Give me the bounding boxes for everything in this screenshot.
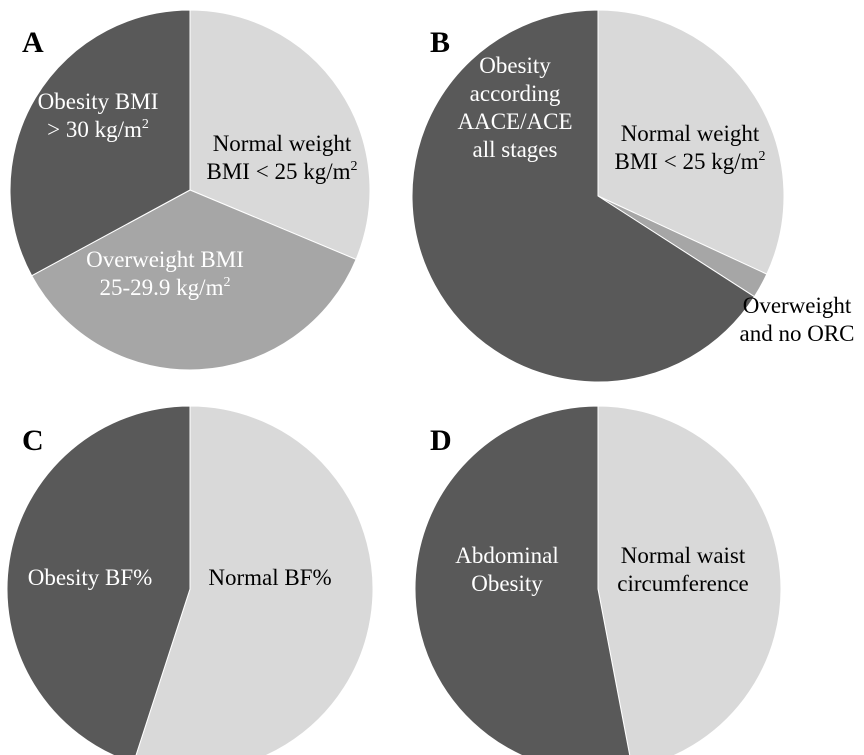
slice-label-c-1-line-0: Obesity BF%: [28, 565, 153, 590]
slice-label-d-1-line-0: Abdominal: [455, 543, 559, 568]
slice-label-a-2-line-1: > 30 kg/m2: [47, 117, 149, 143]
slice-label-a-0-line-1: BMI < 25 kg/m2: [207, 159, 358, 185]
pie-slice-c-1: [6, 405, 191, 755]
pie-panel-b: Normal weight BMI < 25 kg/m2 Overweight and…: [411, 9, 855, 383]
slice-label-a-0-line-0: Normal weight: [213, 131, 352, 156]
slice-label-b-2-line-1: according: [470, 81, 561, 106]
pie-slice-d-0: [597, 405, 782, 755]
pie-panel-c: Normal BF% Obesity BF% C: [6, 405, 374, 755]
slice-label-a-1-line-1: 25-29.9 kg/m2: [100, 275, 231, 301]
pie-slice-a-2: [9, 9, 191, 277]
slice-label-c-0-line-0: Normal BF%: [208, 565, 331, 590]
slice-label-d-0-line-0: Normal waist: [621, 543, 746, 568]
slice-label-d-0-line-1: circumference: [617, 571, 749, 596]
slice-label-b-1-line-1: and no ORC: [740, 321, 855, 346]
slice-label-b-2-line-3: all stages: [473, 137, 558, 162]
slice-label-a-1-line-0: Overweight BMI: [86, 247, 244, 272]
slice-label-d-1-line-1: Obesity: [471, 571, 543, 596]
pie-slice-c-0: [135, 405, 374, 755]
panel-letter-d: D: [430, 424, 452, 457]
pie-slice-b-2: [411, 9, 756, 383]
slice-label-b-0-line-1: BMI < 25 kg/m2: [615, 149, 766, 175]
slice-label-b-1-line-0: Overweight: [743, 293, 852, 318]
pie-panel-d: Normal waist circumference Abdominal Obesit…: [414, 405, 782, 755]
slice-label-b-0-line-0: Normal weight: [621, 121, 760, 146]
pie-slice-d-1: [414, 405, 631, 755]
panel-letter-a: A: [22, 26, 44, 59]
pie-panel-a: Normal weight BMI < 25 kg/m2 Overweight BM…: [9, 9, 371, 371]
panel-letter-b: B: [430, 26, 450, 59]
slice-label-a-2-line-0: Obesity BMI: [38, 89, 159, 114]
slice-label-b-2-line-0: Obesity: [479, 53, 551, 78]
pie-slice-a-0: [189, 9, 371, 261]
pie-slice-b-0: [597, 9, 785, 275]
slice-label-b-2-line-2: AACE/ACE: [458, 109, 573, 134]
pie-slice-a-1: [31, 189, 357, 371]
panel-letter-c: C: [22, 424, 44, 457]
